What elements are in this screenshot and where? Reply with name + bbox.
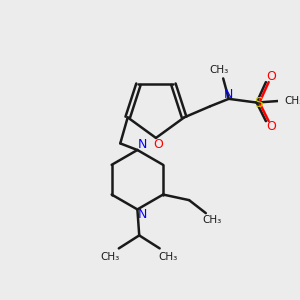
Text: N: N <box>137 208 147 221</box>
Text: N: N <box>137 138 147 151</box>
Text: CH₃: CH₃ <box>158 252 178 262</box>
Text: CH₃: CH₃ <box>101 252 120 262</box>
Text: CH₃: CH₃ <box>284 96 300 106</box>
Text: O: O <box>266 120 276 133</box>
Text: CH₃: CH₃ <box>203 214 222 225</box>
Text: CH₃: CH₃ <box>209 65 228 75</box>
Text: O: O <box>153 138 163 151</box>
Text: N: N <box>224 88 233 101</box>
Text: O: O <box>266 70 276 83</box>
Text: S: S <box>254 96 263 110</box>
